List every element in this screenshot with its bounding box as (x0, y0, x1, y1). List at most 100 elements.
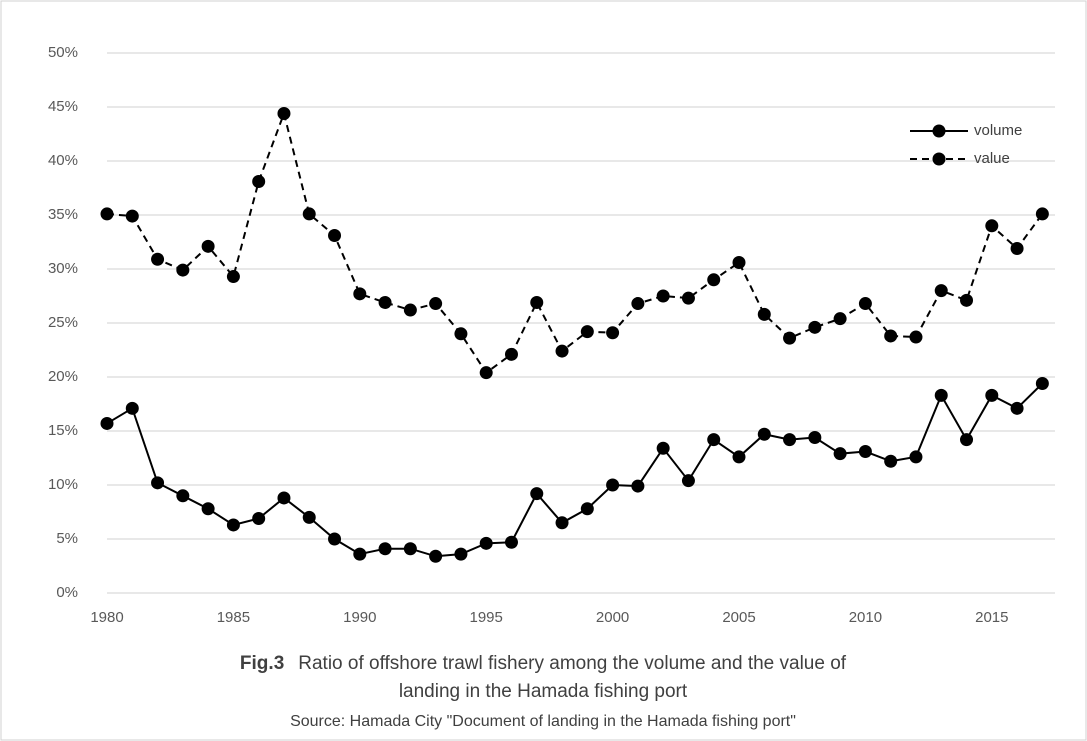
data-point (707, 273, 721, 287)
data-point (681, 474, 695, 488)
y-tick-label: 15% (48, 422, 78, 439)
caption-line: Fig.3 Ratio of offshore trawl fishery amo… (240, 653, 847, 674)
data-point (100, 416, 114, 430)
data-point (580, 502, 594, 516)
data-point (909, 330, 923, 344)
title-line: Ratio of offshore trawl fishery among th… (298, 653, 847, 674)
data-point (1035, 376, 1049, 390)
y-tick-label: 25% (48, 314, 78, 331)
data-point (833, 447, 847, 461)
data-point (429, 549, 443, 563)
data-point (201, 239, 215, 253)
figure-label: Fig.3 (240, 653, 284, 674)
data-point (151, 476, 165, 490)
x-tick-label: 1995 (470, 609, 503, 626)
data-point (985, 219, 999, 233)
x-tick-label: 1980 (90, 609, 123, 626)
data-point (757, 307, 771, 321)
y-tick-label: 0% (56, 584, 78, 601)
data-point (504, 347, 518, 361)
data-point (884, 454, 898, 468)
y-tick-label: 10% (48, 476, 78, 493)
y-tick-label: 20% (48, 368, 78, 385)
data-point (429, 297, 443, 311)
data-point (707, 433, 721, 447)
data-point (328, 532, 342, 546)
y-tick-label: 35% (48, 206, 78, 223)
legend-label: volume (974, 122, 1022, 139)
data-point (530, 295, 544, 309)
data-point (656, 441, 670, 455)
data-point (783, 331, 797, 345)
x-tick-label: 2010 (849, 609, 882, 626)
data-point (403, 542, 417, 556)
data-point (353, 547, 367, 561)
data-point (479, 366, 493, 380)
data-point (909, 450, 923, 464)
y-tick-label: 40% (48, 152, 78, 169)
data-point (732, 256, 746, 270)
data-point (606, 326, 620, 340)
data-point (201, 502, 215, 516)
source: Source: Hamada City "Document of landing… (290, 713, 796, 730)
data-point (1010, 401, 1024, 415)
legend-marker (932, 152, 946, 166)
data-point (530, 487, 544, 501)
data-point (302, 510, 316, 524)
caption: Fig.3 Ratio of offshore trawl fishery amo… (240, 653, 847, 730)
data-point (783, 433, 797, 447)
data-point (151, 252, 165, 266)
data-point (1035, 207, 1049, 221)
data-point (934, 284, 948, 298)
data-point (176, 263, 190, 277)
data-point (934, 388, 948, 402)
x-tick-label: 2000 (596, 609, 629, 626)
x-tick-label: 1985 (217, 609, 250, 626)
data-point (555, 344, 569, 358)
data-point (226, 270, 240, 284)
data-point (1010, 241, 1024, 255)
y-tick-label: 50% (48, 44, 78, 61)
y-tick-label: 45% (48, 98, 78, 115)
data-point (681, 291, 695, 305)
data-point (353, 287, 367, 301)
data-point (757, 427, 771, 441)
legend-label: value (974, 150, 1010, 167)
data-point (226, 518, 240, 532)
data-point (302, 207, 316, 221)
data-point (454, 547, 468, 561)
y-tick-label: 30% (48, 260, 78, 277)
data-point (403, 303, 417, 317)
data-point (631, 297, 645, 311)
y-tick-label: 5% (56, 530, 78, 547)
data-point (833, 312, 847, 326)
data-point (100, 207, 114, 221)
data-point (125, 209, 139, 223)
data-point (884, 329, 898, 343)
data-point (808, 320, 822, 334)
data-point (176, 489, 190, 503)
data-point (252, 511, 266, 525)
legend-marker (932, 124, 946, 138)
data-point (504, 535, 518, 549)
data-point (606, 478, 620, 492)
data-point (252, 175, 266, 189)
data-point (960, 433, 974, 447)
data-point (125, 401, 139, 415)
data-point (277, 491, 291, 505)
data-point (960, 293, 974, 307)
data-point (479, 536, 493, 550)
data-point (580, 325, 594, 339)
x-tick-label: 2005 (722, 609, 755, 626)
x-tick-label: 2015 (975, 609, 1008, 626)
series-line (106, 110, 1044, 375)
data-point (732, 450, 746, 464)
data-point (656, 289, 670, 303)
data-point (328, 229, 342, 243)
data-point (277, 106, 291, 120)
x-tick-label: 1990 (343, 609, 376, 626)
data-point (985, 388, 999, 402)
